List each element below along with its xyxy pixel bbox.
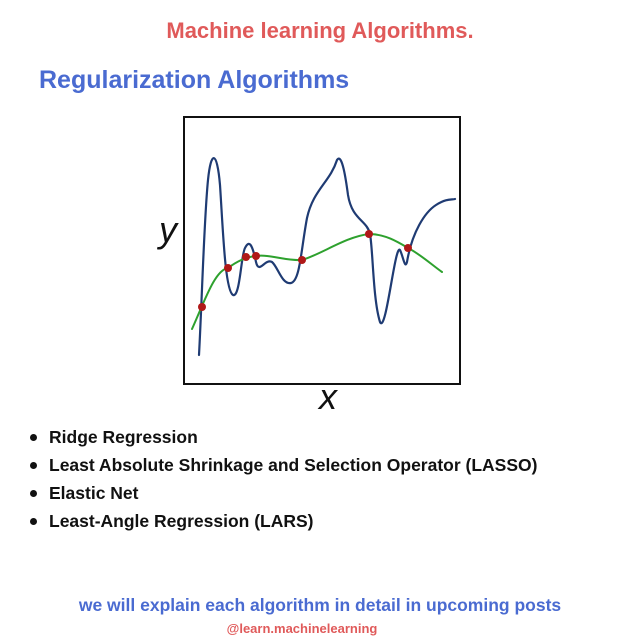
- list-item: Least Absolute Shrinkage and Selection O…: [24, 451, 537, 479]
- algorithm-name: Ridge Regression: [49, 427, 198, 447]
- algorithm-name: Least Absolute Shrinkage and Selection O…: [49, 455, 538, 475]
- data-point: [365, 230, 373, 238]
- list-item: Elastic Net: [24, 479, 537, 507]
- data-point: [198, 303, 206, 311]
- overfit-curve: [197, 157, 457, 357]
- bullet-icon: [30, 434, 37, 441]
- y-axis-label: y: [156, 209, 179, 250]
- bullet-icon: [30, 490, 37, 497]
- data-point: [242, 253, 250, 261]
- footer-note: we will explain each algorithm in detail…: [78, 595, 562, 615]
- algorithm-list: Ridge Regression Least Absolute Shrinkag…: [24, 423, 537, 535]
- algorithm-name: Least-Angle Regression (LARS): [49, 511, 314, 531]
- plot-frame: [183, 116, 461, 385]
- main-title: Machine learning Algorithms.: [166, 18, 474, 43]
- account-handle: @learn.machinelearning: [226, 621, 378, 636]
- data-point: [298, 256, 306, 264]
- data-points: [198, 230, 412, 311]
- data-point: [224, 264, 232, 272]
- bullet-icon: [30, 462, 37, 469]
- list-item: Least-Angle Regression (LARS): [24, 507, 537, 535]
- data-point: [404, 244, 412, 252]
- bullet-icon: [30, 518, 37, 525]
- algorithm-name: Elastic Net: [49, 483, 139, 503]
- data-point: [252, 252, 260, 260]
- list-item: Ridge Regression: [24, 423, 537, 451]
- x-axis-label: x: [317, 376, 339, 417]
- section-title: Regularization Algorithms: [39, 66, 350, 94]
